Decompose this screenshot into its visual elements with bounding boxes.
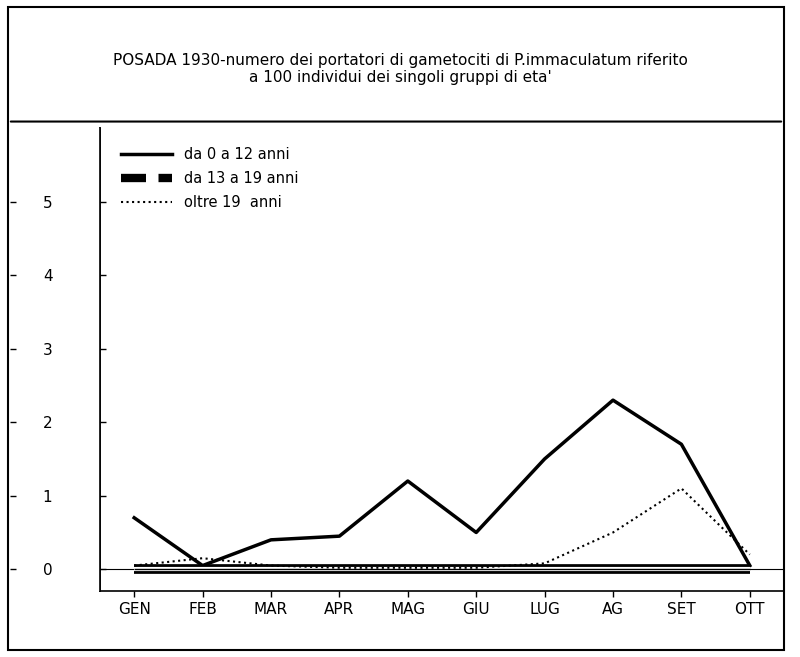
Text: POSADA 1930-numero dei portatori di gametociti di P.immaculatum riferito
a 100 i: POSADA 1930-numero dei portatori di game… xyxy=(113,53,687,85)
Legend: da 0 a 12 anni, da 13 a 19 anni, oltre 19  anni: da 0 a 12 anni, da 13 a 19 anni, oltre 1… xyxy=(114,140,306,217)
